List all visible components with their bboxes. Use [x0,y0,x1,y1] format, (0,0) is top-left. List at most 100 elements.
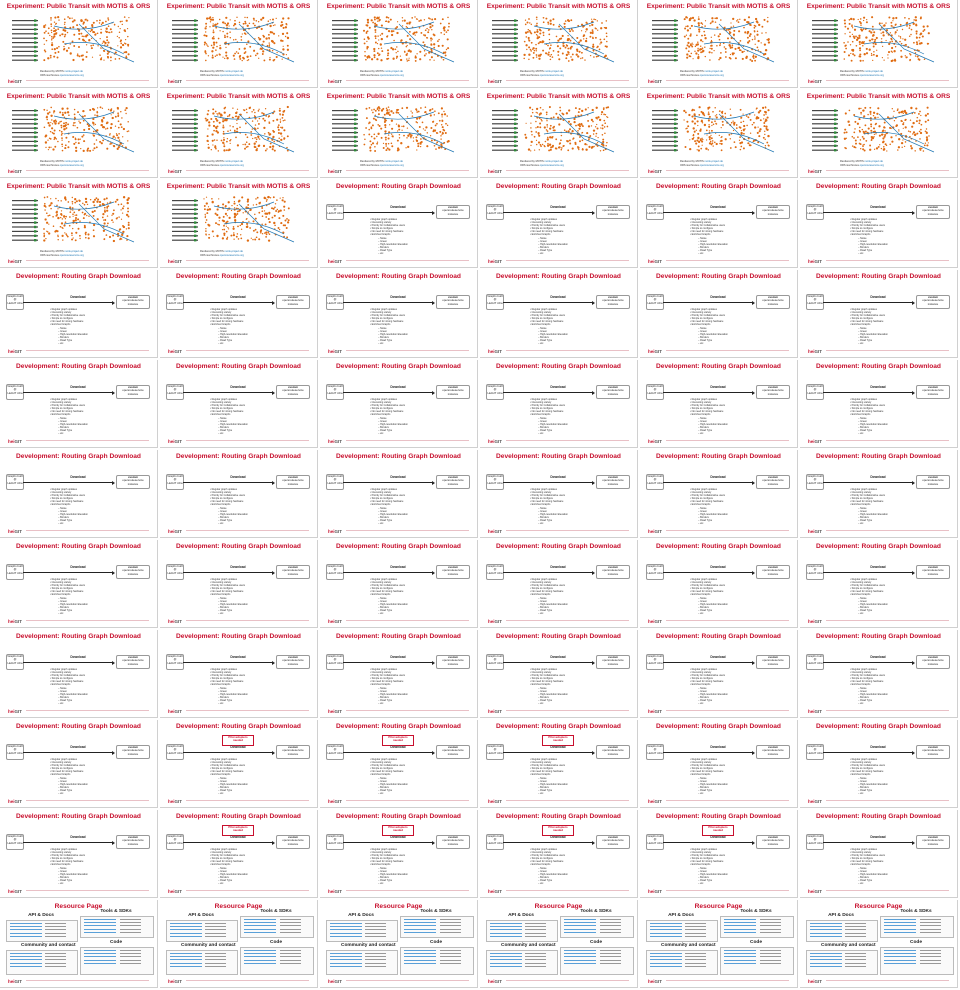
slide-thumbnail[interactable]: Development: Routing Graph Download Graph… [0,810,158,898]
caption-link[interactable]: openrouteservice.org [859,74,884,77]
slide-thumbnail[interactable]: Development: Routing Graph Download Graph… [160,630,318,718]
slide-thumbnail[interactable]: Development: Routing Graph Download Graph… [160,450,318,538]
slide-thumbnail[interactable]: Development: Routing Graph Download Graph… [800,180,958,268]
resource-link[interactable] [10,935,42,937]
slide-thumbnail[interactable]: Development: Routing Graph Download Graph… [800,720,958,808]
slide-thumbnail[interactable]: Development: Routing Graph Download Graph… [640,540,798,628]
slide-thumbnail[interactable]: Experiment: Public Transit with MOTIS & … [640,90,798,178]
caption-link[interactable]: motis-project.de [544,160,563,163]
slide-thumbnail[interactable]: Development: Routing Graph Download Graph… [800,450,958,538]
resource-link[interactable] [10,929,42,931]
slide-thumbnail[interactable]: Development: Routing Graph Download Graph… [320,450,478,538]
slide-thumbnail[interactable]: Development: Routing Graph Download Graph… [320,630,478,718]
slide-thumbnail[interactable]: Development: Routing Graph Download Graph… [800,540,958,628]
slide-thumbnail[interactable]: Experiment: Public Transit with MOTIS & … [160,0,318,88]
caption-link[interactable]: motis-project.de [224,250,243,253]
resource-link[interactable] [10,959,42,961]
slide-thumbnail[interactable]: Development: Routing Graph Download Graph… [0,270,158,358]
slide-thumbnail[interactable]: Development: Routing Graph Download Graph… [160,360,318,448]
slide-thumbnail[interactable]: Development: Routing Graph Download Graph… [480,720,638,808]
slide-thumbnail[interactable]: Development: Routing Graph Download Graph… [640,360,798,448]
caption-link[interactable]: motis-project.de [384,70,403,73]
slide-thumbnail[interactable]: Development: Routing Graph Download Graph… [480,540,638,628]
resource-link[interactable] [10,965,42,967]
caption-link[interactable]: motis-project.de [704,160,723,163]
slide-thumbnail[interactable]: Development: Routing Graph Download Graph… [160,270,318,358]
resource-link[interactable] [84,931,117,933]
slide-thumbnail[interactable]: Development: Routing Graph Download Graph… [800,630,958,718]
slide-thumbnail[interactable]: Development: Routing Graph Download Graph… [640,810,798,898]
slide-thumbnail[interactable]: Experiment: Public Transit with MOTIS & … [800,90,958,178]
caption-link[interactable]: openrouteservice.org [219,74,244,77]
slide-thumbnail[interactable]: Experiment: Public Transit with MOTIS & … [640,0,798,88]
resource-link[interactable] [84,925,117,927]
slide-thumbnail[interactable]: Development: Routing Graph Download Graph… [160,810,318,898]
resource-link[interactable] [84,928,117,930]
slide-thumbnail[interactable]: Development: Routing Graph Download Graph… [640,270,798,358]
caption-link[interactable]: openrouteservice.org [59,164,84,167]
slide-thumbnail[interactable]: Resource Page API & Docs Tools & SDKs Commu… [0,900,158,988]
slide-thumbnail[interactable]: Development: Routing Graph Download Graph… [640,450,798,538]
slide-thumbnail[interactable]: Development: Routing Graph Download Graph… [480,810,638,898]
caption-link[interactable]: openrouteservice.org [699,74,724,77]
slide-thumbnail[interactable]: Development: Routing Graph Download Graph… [0,450,158,538]
resource-link[interactable] [10,962,42,964]
caption-link[interactable]: motis-project.de [864,70,883,73]
caption-link[interactable]: motis-project.de [704,70,723,73]
caption-link[interactable]: openrouteservice.org [539,74,564,77]
slide-thumbnail[interactable]: Development: Routing Graph Download Graph… [480,450,638,538]
slide-thumbnail[interactable]: Experiment: Public Transit with MOTIS & … [320,0,478,88]
slide-thumbnail[interactable]: Development: Routing Graph Download Graph… [320,810,478,898]
caption-link[interactable]: openrouteservice.org [59,74,84,77]
caption-link[interactable]: openrouteservice.org [859,164,884,167]
slide-thumbnail[interactable]: Experiment: Public Transit with MOTIS & … [160,90,318,178]
caption-link[interactable]: motis-project.de [224,70,243,73]
resource-link[interactable] [84,922,117,924]
resource-link[interactable] [10,926,42,928]
slide-thumbnail[interactable]: Experiment: Public Transit with MOTIS & … [480,0,638,88]
resource-link[interactable] [10,932,42,934]
caption-link[interactable]: openrouteservice.org [539,164,564,167]
slide-thumbnail[interactable]: Development: Routing Graph Download Graph… [480,360,638,448]
slide-thumbnail[interactable]: Experiment: Public Transit with MOTIS & … [320,90,478,178]
caption-link[interactable]: openrouteservice.org [379,164,404,167]
slide-thumbnail[interactable]: Development: Routing Graph Download Graph… [480,630,638,718]
slide-thumbnail[interactable]: Development: Routing Graph Download Graph… [480,270,638,358]
slide-thumbnail[interactable]: Development: Routing Graph Download Graph… [320,180,478,268]
slide-thumbnail[interactable]: Experiment: Public Transit with MOTIS & … [800,0,958,88]
resource-link[interactable] [10,956,42,958]
caption-link[interactable]: motis-project.de [64,160,83,163]
slide-thumbnail[interactable]: Development: Routing Graph Download Graph… [320,360,478,448]
caption-link[interactable]: openrouteservice.org [699,164,724,167]
caption-link[interactable]: motis-project.de [864,160,883,163]
slide-thumbnail[interactable]: Experiment: Public Transit with MOTIS & … [160,180,318,268]
slide-thumbnail[interactable]: Development: Routing Graph Download Graph… [160,720,318,808]
slide-thumbnail[interactable]: Development: Routing Graph Download Graph… [320,270,478,358]
slide-thumbnail[interactable]: Experiment: Public Transit with MOTIS & … [0,180,158,268]
slide-thumbnail[interactable]: Development: Routing Graph Download Graph… [640,180,798,268]
slide-thumbnail[interactable]: Development: Routing Graph Download Graph… [800,360,958,448]
caption-link[interactable]: openrouteservice.org [219,164,244,167]
slide-thumbnail[interactable]: Development: Routing Graph Download Graph… [0,360,158,448]
slide-thumbnail[interactable]: Development: Routing Graph Download Graph… [800,270,958,358]
slide-thumbnail[interactable]: Development: Routing Graph Download Graph… [800,810,958,898]
resource-link[interactable] [10,953,42,954]
slide-thumbnail[interactable]: Experiment: Public Transit with MOTIS & … [0,0,158,88]
slide-thumbnail[interactable]: Development: Routing Graph Download Graph… [320,540,478,628]
caption-link[interactable]: motis-project.de [384,160,403,163]
caption-link[interactable]: openrouteservice.org [379,74,404,77]
resource-link[interactable] [10,923,42,924]
caption-link[interactable]: motis-project.de [224,160,243,163]
slide-thumbnail[interactable]: Experiment: Public Transit with MOTIS & … [480,90,638,178]
slide-thumbnail[interactable]: Development: Routing Graph Download Graph… [640,720,798,808]
slide-thumbnail[interactable]: Development: Routing Graph Download Graph… [0,540,158,628]
caption-link[interactable]: motis-project.de [64,250,83,253]
slide-thumbnail[interactable]: Development: Routing Graph Download Graph… [0,630,158,718]
slide-thumbnail[interactable]: Development: Routing Graph Download Graph… [640,630,798,718]
slide-thumbnail[interactable]: Development: Routing Graph Download Graph… [320,720,478,808]
slide-thumbnail[interactable]: Development: Routing Graph Download Graph… [0,720,158,808]
resource-link[interactable] [84,919,117,920]
slide-thumbnail[interactable]: Experiment: Public Transit with MOTIS & … [0,90,158,178]
caption-link[interactable]: openrouteservice.org [59,254,84,257]
caption-link[interactable]: motis-project.de [64,70,83,73]
